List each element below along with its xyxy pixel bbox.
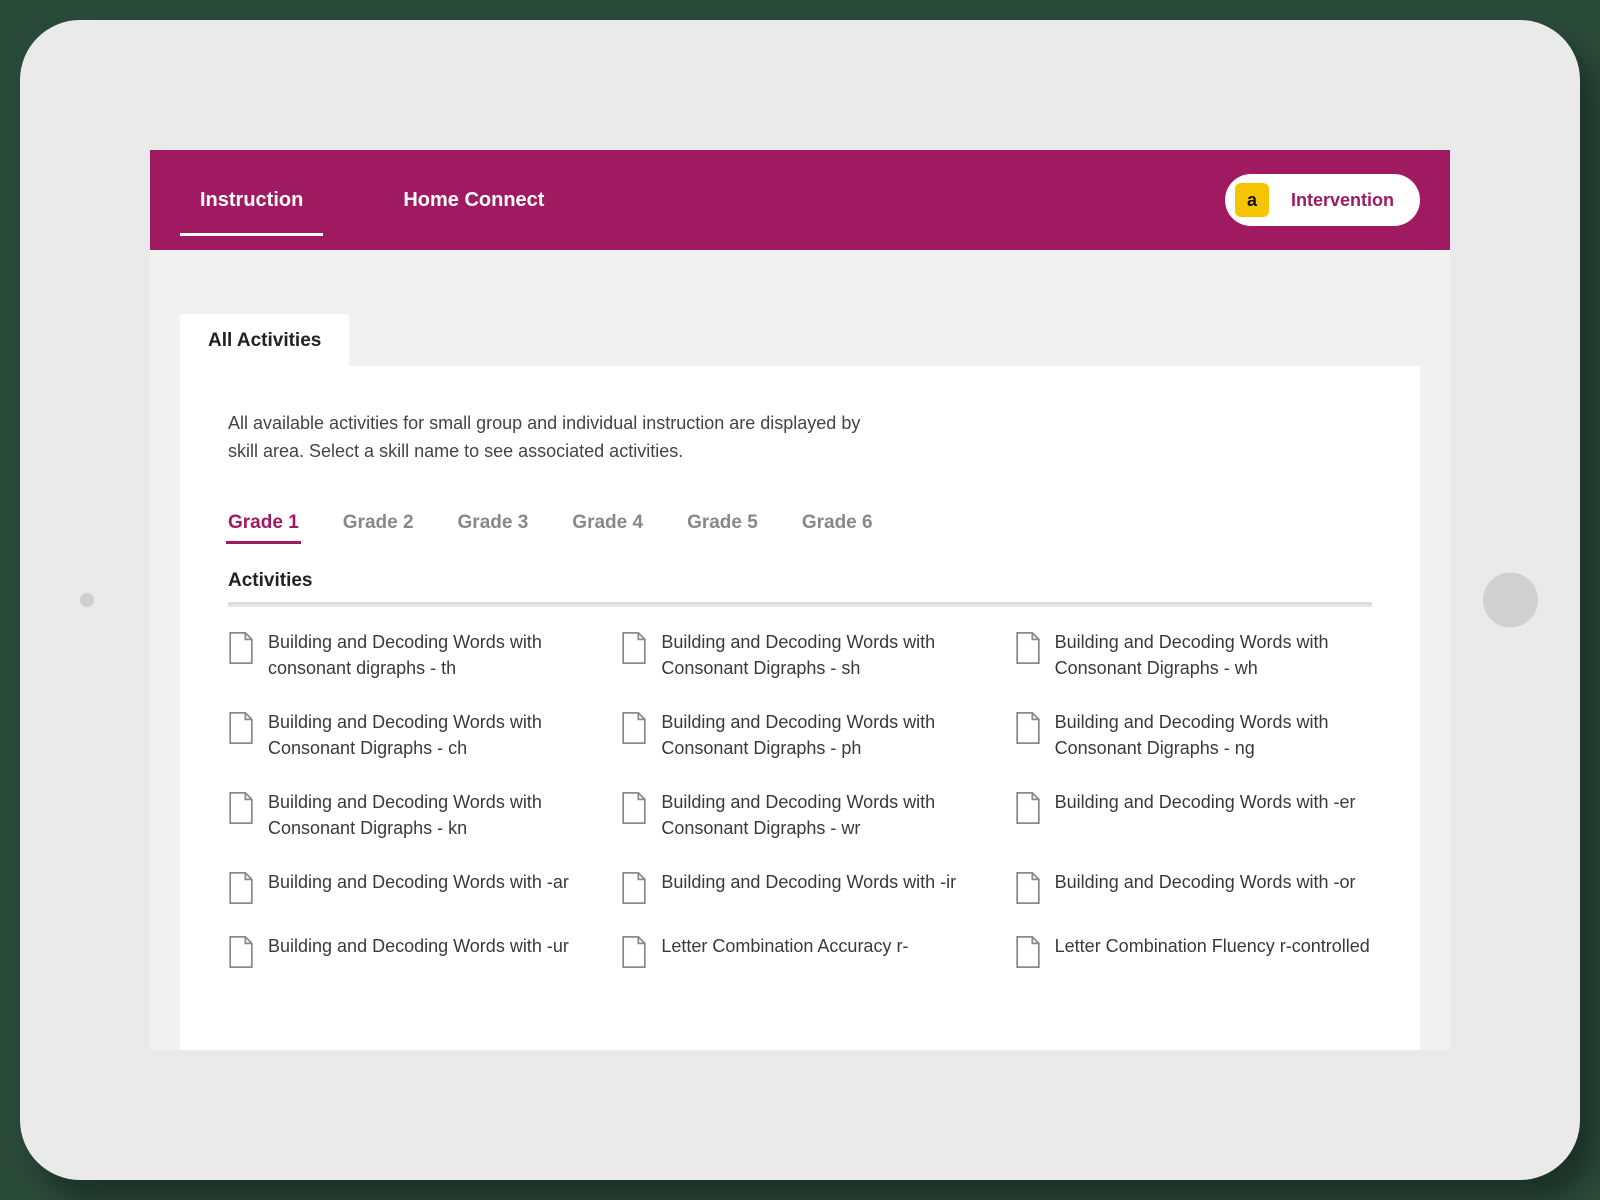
activity-item[interactable]: Building and Decoding Words with -ur <box>228 933 585 969</box>
activity-item[interactable]: Building and Decoding Words with Consona… <box>621 629 978 681</box>
grade-tab-grade-1[interactable]: Grade 1 <box>228 512 299 544</box>
document-icon <box>228 711 254 745</box>
document-icon <box>621 791 647 825</box>
grade-tab-grade-3[interactable]: Grade 3 <box>458 512 529 544</box>
screen: InstructionHome Connect a Intervention A… <box>150 150 1450 1050</box>
document-icon <box>621 935 647 969</box>
activity-item[interactable]: Building and Decoding Words with -ir <box>621 869 978 905</box>
activity-title: Building and Decoding Words with Consona… <box>1055 629 1372 681</box>
nav-tab-home-connect[interactable]: Home Connect <box>353 150 594 250</box>
activity-title: Building and Decoding Words with -er <box>1055 789 1356 815</box>
tablet-frame: InstructionHome Connect a Intervention A… <box>20 20 1580 1180</box>
document-icon <box>1015 871 1041 905</box>
activity-item[interactable]: Building and Decoding Words with -ar <box>228 869 585 905</box>
activity-title: Building and Decoding Words with Consona… <box>268 789 585 841</box>
activity-item[interactable]: Building and Decoding Words with -er <box>1015 789 1372 841</box>
grade-tabs: Grade 1 Grade 2 Grade 3 Grade 4 Grade 5 Grade… <box>228 512 1372 544</box>
activity-title: Building and Decoding Words with -ur <box>268 933 569 959</box>
document-icon <box>621 871 647 905</box>
grade-tab-grade-4[interactable]: Grade 4 <box>572 512 643 544</box>
activity-title: Building and Decoding Words with Consona… <box>661 629 978 681</box>
document-icon <box>1015 711 1041 745</box>
activity-title: Building and Decoding Words with Consona… <box>268 709 585 761</box>
tablet-home-button[interactable] <box>1483 573 1538 628</box>
nav-tab-instruction[interactable]: Instruction <box>150 150 353 250</box>
activity-item[interactable]: Letter Combination Fluency r-controlled <box>1015 933 1372 969</box>
activity-title: Letter Combination Fluency r-controlled <box>1055 933 1370 959</box>
activity-title: Letter Combination Accuracy r- <box>661 933 908 959</box>
document-icon <box>1015 791 1041 825</box>
activity-title: Building and Decoding Words with -ir <box>661 869 956 895</box>
activity-item[interactable]: Building and Decoding Words with -or <box>1015 869 1372 905</box>
document-icon <box>228 791 254 825</box>
document-icon <box>621 711 647 745</box>
panel-description: All available activities for small group… <box>228 410 868 466</box>
document-icon <box>228 871 254 905</box>
document-icon <box>228 935 254 969</box>
document-icon <box>228 631 254 665</box>
activities-heading: Activities <box>228 570 1372 592</box>
activity-title: Building and Decoding Words with Consona… <box>1055 709 1372 761</box>
activity-item[interactable]: Building and Decoding Words with Consona… <box>1015 629 1372 681</box>
pill-badge-icon: a <box>1235 183 1269 217</box>
grade-tab-grade-2[interactable]: Grade 2 <box>343 512 414 544</box>
activity-item[interactable]: Building and Decoding Words with Consona… <box>228 709 585 761</box>
activity-item[interactable]: Building and Decoding Words with Consona… <box>621 709 978 761</box>
section-tab-all-activities[interactable]: All Activities <box>180 314 349 368</box>
main-panel: All available activities for small group… <box>180 366 1420 1050</box>
activities-grid: Building and Decoding Words with consona… <box>228 629 1372 970</box>
activity-title: Building and Decoding Words with -or <box>1055 869 1356 895</box>
activity-title: Building and Decoding Words with consona… <box>268 629 585 681</box>
activity-title: Building and Decoding Words with -ar <box>268 869 569 895</box>
activity-item[interactable]: Building and Decoding Words with Consona… <box>228 789 585 841</box>
tablet-camera <box>80 593 94 607</box>
nav-tabs: InstructionHome Connect <box>150 150 594 250</box>
grade-tab-grade-5[interactable]: Grade 5 <box>687 512 758 544</box>
document-icon <box>621 631 647 665</box>
grade-tab-grade-6[interactable]: Grade 6 <box>802 512 873 544</box>
intervention-pill[interactable]: a Intervention <box>1225 174 1420 226</box>
activity-item[interactable]: Building and Decoding Words with Consona… <box>621 789 978 841</box>
content-area: All Activities All available activities … <box>150 250 1450 1050</box>
activity-title: Building and Decoding Words with Consona… <box>661 789 978 841</box>
topbar: InstructionHome Connect a Intervention <box>150 150 1450 250</box>
document-icon <box>1015 631 1041 665</box>
pill-label: Intervention <box>1291 190 1394 211</box>
activity-title: Building and Decoding Words with Consona… <box>661 709 978 761</box>
activity-item[interactable]: Building and Decoding Words with Consona… <box>1015 709 1372 761</box>
divider <box>228 602 1372 607</box>
document-icon <box>1015 935 1041 969</box>
activity-item[interactable]: Building and Decoding Words with consona… <box>228 629 585 681</box>
activity-item[interactable]: Letter Combination Accuracy r- <box>621 933 978 969</box>
